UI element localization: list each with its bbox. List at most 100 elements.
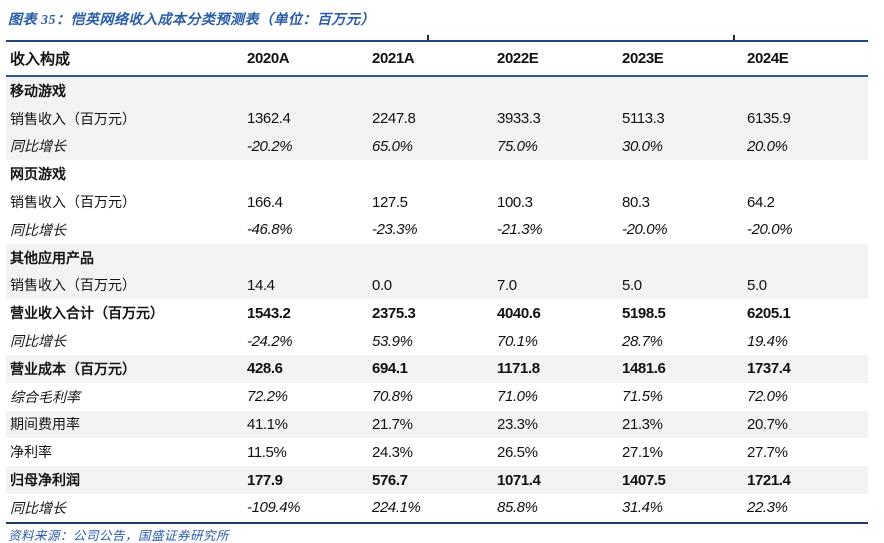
cell-value: 72.2%: [247, 388, 288, 406]
table-body: 移动游戏销售收入（百万元） 1362.4 2247.8 3933.3 5113.3 613…: [6, 77, 868, 524]
cell-value: 5198.5: [622, 304, 666, 322]
cell-value: 1737.4: [747, 360, 791, 378]
table-row: 同比增长 -24.2% 53.9% 70.1% 28.7% 19.4%: [6, 327, 868, 355]
cell-value: 30.0%: [622, 137, 663, 155]
cell-value: 1721.4: [747, 471, 791, 489]
cell-value: -24.2%: [247, 332, 293, 350]
row-label: 综合毛利率: [10, 390, 80, 406]
cell-value: 65.0%: [372, 137, 413, 155]
header-year-2020a: 2020A: [247, 50, 290, 67]
cell-value: 23.3%: [497, 415, 538, 433]
cell-value: 428.6: [247, 360, 283, 378]
cell-value: 64.2: [747, 193, 775, 211]
table-row: 归母净利润 177.9 576.7 1071.4 1407.5 1721.4: [6, 466, 868, 494]
table-row: 营业成本（百万元） 428.6 694.1 1171.8 1481.6 1737.4: [6, 354, 868, 383]
cell-value: 53.9%: [372, 332, 413, 350]
row-label: 其他应用产品: [10, 251, 94, 267]
cell-value: 224.1%: [372, 499, 421, 517]
cell-value: 71.0%: [497, 388, 538, 406]
cell-value: 576.7: [372, 471, 408, 489]
cell-value: 26.5%: [497, 443, 538, 461]
cell-value: 11.5%: [247, 443, 287, 461]
cell-value: -23.3%: [372, 221, 418, 239]
cell-value: 41.1%: [247, 415, 288, 433]
table-row: 期间费用率 41.1% 21.7% 23.3% 21.3% 20.7%: [6, 410, 868, 439]
cell-value: 1171.8: [497, 360, 540, 378]
cell-value: 4040.6: [497, 304, 541, 322]
table-row: 综合毛利率 72.2% 70.8% 71.0% 71.5% 72.0%: [6, 382, 868, 411]
table-row: 网页游戏: [6, 160, 868, 189]
cell-value: 100.3: [497, 193, 533, 211]
cell-value: 22.3%: [747, 499, 788, 517]
cell-value: 1543.2: [247, 304, 291, 322]
cell-value: -109.4%: [247, 499, 301, 517]
cell-value: 6135.9: [747, 110, 791, 128]
cell-value: 21.3%: [622, 415, 663, 433]
cell-value: 1071.4: [497, 471, 541, 489]
row-label: 净利率: [10, 446, 52, 462]
cell-value: 1362.4: [247, 110, 291, 128]
table-header-row: 收入构成 2020A 2021A 2022E 2023E 2024E: [6, 42, 868, 77]
header-year-2021a: 2021A: [372, 50, 415, 67]
cell-value: 7.0: [497, 276, 517, 294]
cell-value: 6205.1: [747, 304, 791, 322]
row-label: 同比增长: [10, 223, 66, 239]
table-row: 同比增长 -20.2% 65.0% 75.0% 30.0% 20.0%: [6, 132, 868, 161]
row-label: 营业收入合计（百万元）: [10, 307, 164, 323]
cell-value: 71.5%: [622, 388, 663, 406]
cell-value: 19.4%: [747, 332, 788, 350]
cell-value: 24.3%: [372, 443, 413, 461]
cell-value: -20.0%: [747, 221, 793, 239]
cell-value: 166.4: [247, 193, 283, 211]
row-label: 销售收入（百万元）: [10, 112, 136, 128]
table-row: 销售收入（百万元） 1362.4 2247.8 3933.3 5113.3 6135.9: [6, 104, 868, 133]
cell-value: 20.7%: [747, 415, 788, 433]
header-year-2024e: 2024E: [747, 50, 789, 67]
header-revenue-structure: 收入构成: [10, 52, 71, 68]
cell-value: -20.0%: [622, 221, 668, 239]
cell-value: 75.0%: [497, 137, 538, 155]
table-row: 销售收入（百万元） 166.4 127.5 100.3 80.3 64.2: [6, 188, 868, 216]
table-row: 销售收入（百万元） 14.4 0.0 7.0 5.0 5.0: [6, 271, 868, 300]
cell-value: 27.1%: [622, 443, 663, 461]
cell-value: -20.2%: [247, 137, 293, 155]
cell-value: 70.8%: [372, 388, 413, 406]
source-note: 资料来源：公司公告，国盛证券研究所: [8, 529, 230, 543]
row-label: 期间费用率: [10, 418, 80, 434]
cell-value: 2247.8: [372, 110, 416, 128]
table-row: 营业收入合计（百万元） 1543.2 2375.3 4040.6 5198.5 6205.…: [6, 299, 868, 328]
figure-title: 图表 35：恺英网络收入成本分类预测表（单位：百万元）: [8, 13, 375, 28]
row-label: 销售收入（百万元）: [10, 196, 136, 212]
forecast-table: 收入构成 2020A 2021A 2022E 2023E 2024E 移动游戏销…: [6, 35, 868, 524]
cell-value: 5113.3: [622, 110, 665, 128]
cell-value: 31.4%: [622, 499, 663, 517]
cell-value: 20.0%: [747, 137, 788, 155]
cell-value: 694.1: [372, 360, 408, 378]
cell-value: 14.4: [247, 276, 275, 294]
cell-value: 27.7%: [747, 443, 788, 461]
cell-value: 85.8%: [497, 499, 538, 517]
row-label: 营业成本（百万元）: [10, 362, 136, 378]
header-year-2023e: 2023E: [622, 50, 664, 67]
header-year-2022e: 2022E: [497, 50, 539, 67]
row-label: 同比增长: [10, 501, 66, 517]
cell-value: -21.3%: [497, 221, 543, 239]
table-row: 净利率 11.5% 24.3% 26.5% 27.1% 27.7%: [6, 438, 868, 467]
table-row: 移动游戏: [6, 77, 868, 105]
cell-value: 1481.6: [622, 360, 666, 378]
cell-value: 1407.5: [622, 471, 666, 489]
cell-value: 177.9: [247, 471, 283, 489]
row-label: 同比增长: [10, 335, 66, 351]
row-label: 同比增长: [10, 140, 66, 156]
cell-value: 127.5: [372, 193, 408, 211]
cell-value: 72.0%: [747, 388, 788, 406]
cell-value: 3933.3: [497, 110, 541, 128]
cell-value: 28.7%: [622, 332, 663, 350]
row-label: 移动游戏: [10, 84, 66, 100]
row-label: 销售收入（百万元）: [10, 279, 136, 295]
column-tick-icon: [427, 35, 429, 40]
table-row: 同比增长 -109.4% 224.1% 85.8% 31.4% 22.3%: [6, 493, 868, 522]
cell-value: 80.3: [622, 193, 650, 211]
cell-value: 2375.3: [372, 304, 416, 322]
cell-value: 70.1%: [497, 332, 538, 350]
